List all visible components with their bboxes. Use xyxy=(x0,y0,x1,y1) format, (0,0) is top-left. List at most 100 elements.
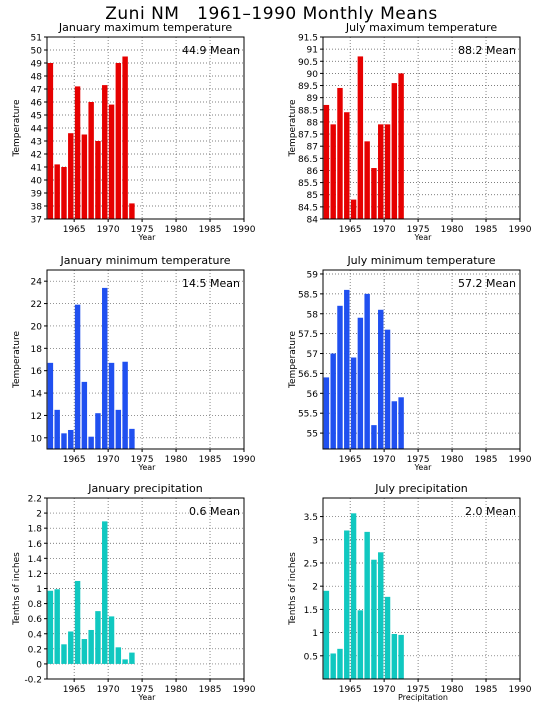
y-tick-label: 89.5 xyxy=(298,82,318,92)
bar-1970 xyxy=(384,329,391,449)
y-axis-label: Temperature xyxy=(12,331,22,389)
bar-1972 xyxy=(122,659,128,664)
y-tick-label: 57 xyxy=(307,350,318,360)
y-tick-label: 58 xyxy=(307,310,319,320)
chart-panel: July minimum temperature 55 55.5 56 56.5 57 57… xyxy=(288,254,532,472)
x-tick-label: 1975 xyxy=(407,225,430,235)
chart-title: July minimum temperature xyxy=(346,254,495,267)
bar-1968 xyxy=(95,413,101,449)
bar-1970 xyxy=(108,616,115,664)
bar-1968 xyxy=(371,559,377,679)
bar-1967 xyxy=(364,141,370,219)
y-tick-label: 16 xyxy=(31,367,43,377)
bar-1964 xyxy=(344,112,350,219)
x-tick-label: 1990 xyxy=(509,225,532,235)
bar-1968 xyxy=(95,141,101,219)
x-tick-label: 1985 xyxy=(475,455,498,465)
x-axis-label: Year xyxy=(414,463,433,472)
bar-1972 xyxy=(122,56,128,219)
y-tick-label: 58.5 xyxy=(298,290,318,300)
y-tick-label: 88 xyxy=(307,118,319,128)
y-tick-label: 3 xyxy=(312,536,318,546)
x-tick-label: 1965 xyxy=(63,685,86,695)
y-tick-label: 90.5 xyxy=(298,58,318,68)
x-tick-label: 1975 xyxy=(407,685,430,695)
y-tick-label: 91.5 xyxy=(298,34,318,44)
y-tick-label: 86.5 xyxy=(298,155,318,165)
bar-1965 xyxy=(350,357,357,449)
bar-1964 xyxy=(68,429,74,449)
bar-1969 xyxy=(102,85,108,219)
chart-panel: January precipitation -0.2 0 0.2 0.4 0.6 0.8 1 1… xyxy=(12,482,256,702)
y-tick-label: 39 xyxy=(31,190,43,200)
chart-title: July maximum temperature xyxy=(345,21,498,34)
bar-1962 xyxy=(54,164,60,219)
x-tick-label: 1985 xyxy=(475,685,498,695)
bar-1968 xyxy=(371,168,377,219)
y-axis-label: Temperature xyxy=(288,331,298,389)
y-tick-label: 40 xyxy=(31,177,43,187)
mean-annotation: 88.2 Mean xyxy=(458,44,516,57)
bar-1972 xyxy=(398,397,404,449)
plot-frame xyxy=(46,269,245,450)
bar-1965 xyxy=(74,580,81,664)
x-tick-label: 1980 xyxy=(441,225,464,235)
bar-1968 xyxy=(371,425,377,449)
bar-1972 xyxy=(398,73,404,220)
x-tick-label: 1980 xyxy=(165,685,188,695)
y-tick-label: 56 xyxy=(307,390,319,400)
x-tick-label: 1980 xyxy=(165,225,188,235)
y-tick-label: 2 xyxy=(36,510,42,520)
y-tick-label: 12 xyxy=(31,412,42,422)
y-tick-label: 37 xyxy=(31,216,42,226)
y-tick-label: 59 xyxy=(307,270,319,280)
y-tick-label: 50 xyxy=(31,47,43,57)
y-tick-label: 0.6 xyxy=(28,615,43,625)
bar-1966 xyxy=(81,639,88,664)
y-tick-label: 89 xyxy=(307,94,319,104)
chart-panel: July maximum temperature 84 84.5 85 85.5 86 86… xyxy=(288,21,532,242)
bar-1972 xyxy=(398,634,404,679)
y-tick-label: 1 xyxy=(36,585,42,595)
x-tick-label: 1980 xyxy=(441,455,464,465)
x-axis-label: Precipitation xyxy=(398,693,448,702)
bar-1963 xyxy=(61,433,67,449)
y-tick-label: 38 xyxy=(31,203,43,213)
x-tick-label: 1965 xyxy=(63,225,86,235)
bar-1969 xyxy=(378,124,384,219)
x-tick-label: 1990 xyxy=(233,225,256,235)
y-tick-label: 49 xyxy=(31,60,43,70)
x-tick-label: 1970 xyxy=(373,225,396,235)
y-tick-label: 10 xyxy=(31,434,43,444)
y-tick-label: 47 xyxy=(31,86,42,96)
bar-1963 xyxy=(61,167,67,219)
y-tick-label: 55 xyxy=(307,430,318,440)
x-axis-label: Year xyxy=(138,693,157,702)
x-tick-label: 1990 xyxy=(509,455,532,465)
plot-frame xyxy=(322,269,521,450)
bar-1967 xyxy=(364,531,370,679)
chart-title: January minimum temperature xyxy=(59,254,230,267)
bar-1961 xyxy=(323,377,330,449)
chart-panel: January minimum temperature 10 12 14 16 18 20 2… xyxy=(12,254,256,472)
x-tick-label: 1970 xyxy=(373,455,396,465)
bar-1971 xyxy=(391,633,398,679)
y-tick-label: 2 xyxy=(312,583,318,593)
x-tick-label: 1970 xyxy=(373,685,396,695)
y-tick-label: 20 xyxy=(31,322,43,332)
bar-1965 xyxy=(350,513,357,679)
bar-1971 xyxy=(391,401,398,449)
x-axis-label: Year xyxy=(414,233,433,242)
y-tick-label: 14 xyxy=(31,390,43,400)
plot-frame xyxy=(322,36,521,220)
bar-1969 xyxy=(102,521,108,664)
bar-1962 xyxy=(330,353,336,449)
bar-1972 xyxy=(122,361,128,449)
x-tick-label: 1970 xyxy=(97,685,120,695)
chart-panel: January maximum temperature 37 38 39 40 41 42 4… xyxy=(12,21,256,242)
bar-1971 xyxy=(115,409,122,449)
y-tick-label: 87 xyxy=(307,143,318,153)
bar-1962 xyxy=(54,589,60,664)
